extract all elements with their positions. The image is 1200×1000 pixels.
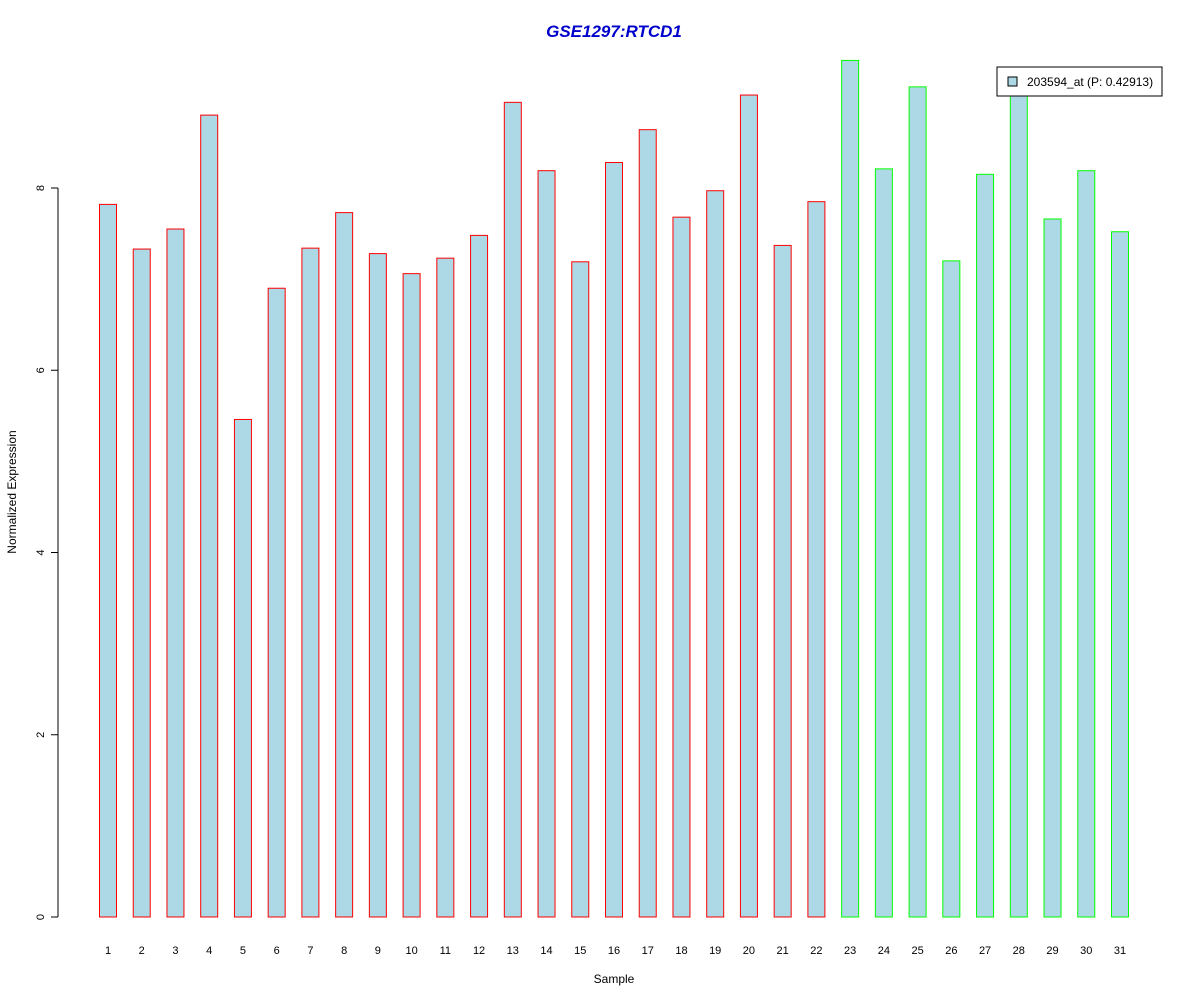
- x-tick-label: 21: [777, 945, 789, 957]
- chart-title: GSE1297:RTCD1: [546, 22, 682, 41]
- bar: [1010, 96, 1027, 917]
- x-tick-label: 25: [911, 945, 923, 957]
- bar: [336, 213, 353, 917]
- x-tick-label: 15: [574, 945, 586, 957]
- y-tick-label: 8: [35, 185, 47, 191]
- x-tick-label: 19: [709, 945, 721, 957]
- legend: 203594_at (P: 0.42913): [997, 67, 1162, 96]
- legend-swatch: [1008, 77, 1017, 86]
- bar: [842, 60, 859, 917]
- bar: [302, 248, 319, 917]
- x-tick-label: 1: [105, 945, 111, 957]
- x-tick-label: 31: [1114, 945, 1126, 957]
- bar: [909, 87, 926, 917]
- bar: [538, 171, 555, 917]
- bar: [808, 202, 825, 917]
- bar: [1112, 232, 1129, 917]
- bar: [875, 169, 892, 917]
- x-tick-label: 3: [172, 945, 178, 957]
- x-tick-label: 13: [507, 945, 519, 957]
- bars: [100, 60, 1129, 917]
- x-tick-label: 4: [206, 945, 212, 957]
- y-tick-label: 0: [35, 914, 47, 920]
- x-tick-label: 28: [1013, 945, 1025, 957]
- bar: [774, 245, 791, 917]
- y-axis-label: Normalized Expression: [5, 430, 19, 553]
- bar: [606, 162, 623, 917]
- y-tick-label: 4: [35, 549, 47, 555]
- bar: [504, 102, 521, 917]
- bar: [403, 274, 420, 917]
- x-tick-label: 7: [307, 945, 313, 957]
- x-tick-label: 29: [1046, 945, 1058, 957]
- x-tick-label: 14: [540, 945, 552, 957]
- x-tick-label: 5: [240, 945, 246, 957]
- x-tick-label: 9: [375, 945, 381, 957]
- bar: [943, 261, 960, 917]
- x-tick-label: 18: [675, 945, 687, 957]
- bar: [268, 288, 285, 917]
- x-tick-label: 20: [743, 945, 755, 957]
- x-tick-label: 24: [878, 945, 890, 957]
- bar: [234, 419, 251, 917]
- bar: [673, 217, 690, 917]
- x-axis-label: Sample: [594, 972, 635, 986]
- x-tick-label: 22: [810, 945, 822, 957]
- y-axis: 0 2 4 6 8: [35, 185, 58, 920]
- x-tick-labels: 1 2 3 4 5 6 7 8 9 10 11 12 13 14 15 16 17 18 19 20 21 22 23 24 2…: [105, 945, 1126, 957]
- x-tick-label: 17: [642, 945, 654, 957]
- x-tick-label: 16: [608, 945, 620, 957]
- legend-label: 203594_at (P: 0.42913): [1027, 75, 1153, 89]
- bar: [201, 115, 218, 917]
- x-tick-label: 12: [473, 945, 485, 957]
- x-tick-label: 27: [979, 945, 991, 957]
- bar: [1044, 219, 1061, 917]
- x-tick-label: 2: [139, 945, 145, 957]
- bar: [369, 254, 386, 917]
- bar: [1078, 171, 1095, 917]
- bar: [740, 95, 757, 917]
- y-tick-label: 6: [35, 367, 47, 373]
- x-tick-label: 23: [844, 945, 856, 957]
- x-tick-label: 8: [341, 945, 347, 957]
- bar: [133, 249, 150, 917]
- bar: [639, 130, 656, 917]
- x-tick-label: 11: [440, 945, 451, 957]
- bar: [437, 258, 454, 917]
- x-tick-label: 26: [945, 945, 957, 957]
- x-tick-label: 6: [274, 945, 280, 957]
- bar: [707, 191, 724, 917]
- bar: [977, 174, 994, 917]
- bar: [167, 229, 184, 917]
- y-tick-label: 2: [35, 732, 47, 738]
- bar: [471, 235, 488, 917]
- x-tick-label: 10: [405, 945, 417, 957]
- bar: [572, 262, 589, 917]
- x-tick-label: 30: [1080, 945, 1092, 957]
- bar: [100, 204, 117, 917]
